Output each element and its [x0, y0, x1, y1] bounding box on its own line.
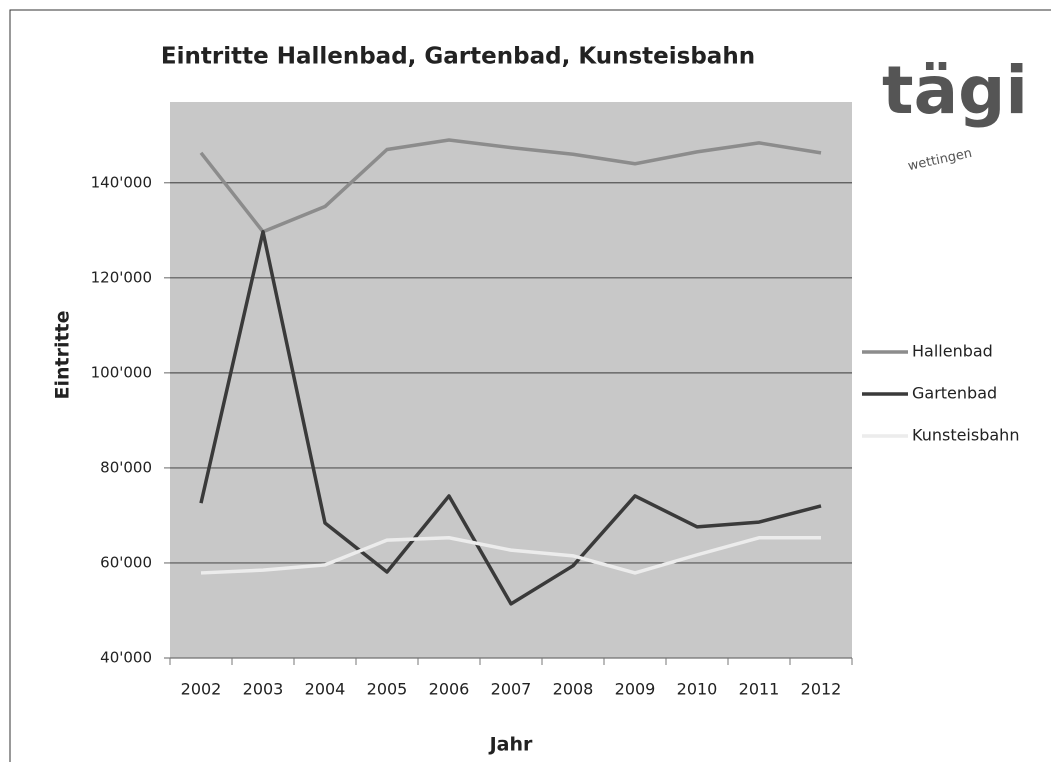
x-axis-label: Jahr	[488, 734, 533, 756]
x-tick-label: 2004	[305, 680, 346, 699]
series-line	[200, 536, 821, 575]
legend-label: Kunsteisbahn	[912, 426, 1019, 445]
logo-place: wettingen	[907, 146, 974, 174]
x-tick-label: 2007	[491, 680, 532, 699]
x-tick-label: 2010	[677, 680, 718, 699]
x-tick-label: 2008	[553, 680, 594, 699]
y-tick-label: 60'000	[100, 553, 152, 571]
y-axis-label: Eintritte	[52, 310, 74, 399]
y-tick-label: 40'000	[100, 649, 152, 667]
x-tick-label: 2011	[739, 680, 780, 699]
x-tick-label: 2002	[181, 680, 222, 699]
plot-area	[170, 102, 852, 658]
series-line	[199, 229, 822, 606]
x-tick-label: 2009	[615, 680, 656, 699]
x-tick-label: 2006	[429, 680, 470, 699]
x-tick-label: 2003	[243, 680, 284, 699]
legend-label: Hallenbad	[912, 342, 993, 361]
y-tick-label: 140'000	[91, 173, 152, 191]
y-tick-label: 120'000	[91, 268, 152, 286]
x-tick-label: 2012	[801, 680, 842, 699]
frame	[9, 9, 1051, 762]
legend-label: Gartenbad	[912, 384, 997, 403]
x-tick-label: 2005	[367, 680, 408, 699]
y-tick-label: 100'000	[91, 363, 152, 381]
chart-title: Eintritte Hallenbad, Gartenbad, Kunsteis…	[161, 44, 755, 70]
logo-name: tägi	[882, 52, 1028, 129]
series-line	[199, 138, 822, 234]
y-tick-label: 80'000	[100, 458, 152, 476]
